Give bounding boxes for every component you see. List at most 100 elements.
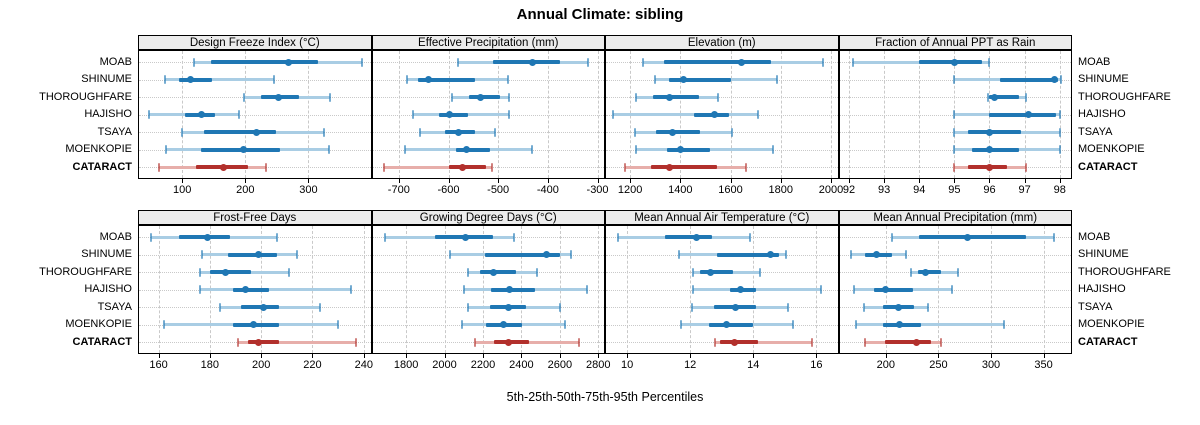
whisker-cap (275, 232, 278, 242)
axis-tick (954, 179, 956, 183)
median-dot (242, 286, 250, 293)
whisker-cap (219, 302, 222, 312)
tick-label: 160 (149, 359, 168, 371)
whisker-cap (749, 232, 752, 242)
range-25-75 (484, 252, 560, 257)
median-dot (882, 286, 890, 293)
panel-header-fraction-of-annual-ppt-as-rain: Fraction of Annual PPT as Rain (838, 35, 1072, 50)
tick-label: 220 (303, 359, 322, 371)
median-dot (274, 93, 282, 101)
range-25-75 (709, 322, 754, 327)
whisker-cap (624, 162, 627, 172)
median-dot (221, 268, 229, 276)
whisker-cap (1058, 145, 1061, 154)
site-label-cataract: CATARACT (72, 160, 132, 173)
range-25-75 (652, 95, 700, 99)
whisker-cap (198, 267, 201, 277)
axis-tick (680, 179, 682, 183)
whisker-cap (772, 145, 775, 154)
whisker-cap (641, 57, 644, 67)
whisker-cap (1060, 75, 1063, 84)
axis-tick (597, 179, 599, 183)
median-dot (529, 58, 537, 66)
whisker-cap (953, 110, 956, 119)
median-dot (239, 146, 247, 153)
median-dot (950, 58, 958, 66)
axis-tick (521, 354, 523, 358)
range-25-75 (666, 147, 711, 152)
range-25-75 (651, 165, 718, 169)
median-dot (985, 128, 993, 136)
tick-label: 250 (929, 359, 948, 371)
whisker-cap (1025, 92, 1028, 102)
median-dot (737, 286, 745, 293)
site-label-hajisho: HAJISHO (1078, 283, 1126, 295)
whisker-cap (654, 75, 657, 84)
tick-label: 2200 (470, 359, 496, 371)
whisker-cap (678, 250, 681, 259)
range-25-75 (919, 235, 1026, 239)
range-25-75 (179, 77, 213, 82)
range-25-75 (240, 305, 280, 309)
axis-tick (312, 354, 314, 358)
whisker-cap (578, 337, 581, 347)
axis-tick (1059, 179, 1061, 183)
site-label-shinume: SHINUME (1078, 73, 1129, 85)
whisker-cap (820, 285, 823, 294)
axis-tick (1043, 354, 1045, 358)
tick-label: 96 (983, 184, 996, 196)
whisker-cap (1053, 232, 1056, 242)
axis-tick (182, 179, 184, 183)
whisker-cap (361, 57, 364, 67)
whisker-cap (953, 145, 956, 154)
whisker-cap (986, 92, 989, 102)
tick-label: 98 (1053, 184, 1066, 196)
site-label-hajisho: HAJISHO (84, 283, 132, 295)
whisker-cap (904, 250, 907, 259)
whisker-cap (158, 162, 161, 172)
axis-tick (630, 179, 632, 183)
site-label-thoroughfare: THOROUGHFARE (39, 90, 132, 103)
whisker-cap (988, 57, 991, 67)
whisker-cap (851, 57, 854, 67)
range-25-75 (455, 147, 490, 152)
median-dot (896, 321, 903, 328)
gridline-horizontal (606, 97, 838, 98)
range-25-75 (248, 340, 280, 344)
tick-label: -700 (387, 184, 410, 196)
site-label-hajisho: HAJISHO (84, 108, 132, 120)
axis-tick (482, 354, 484, 358)
range-5-95 (164, 78, 275, 81)
whisker-cap (951, 285, 954, 294)
whisker-cap (355, 337, 358, 347)
whisker-cap (730, 127, 733, 137)
gridline-horizontal (839, 289, 1071, 291)
axis-tick (690, 354, 692, 358)
tick-label: 2400 (509, 359, 534, 371)
median-dot (964, 233, 972, 241)
site-label-thoroughfare: THOROUGHFARE (39, 265, 132, 278)
whisker-cap (329, 92, 332, 102)
tick-label: -400 (536, 184, 559, 196)
median-dot (284, 58, 292, 66)
axis-tick (158, 354, 160, 358)
tick-label: 200 (876, 359, 896, 371)
range-25-75 (469, 95, 500, 99)
median-dot (197, 111, 205, 118)
axis-tick (989, 179, 991, 183)
whisker-cap (953, 162, 956, 172)
site-label-shinume: SHINUME (1078, 248, 1129, 260)
whisker-cap (493, 127, 496, 137)
whisker-cap (474, 337, 477, 347)
site-label-moenkopie: MOENKOPIE (65, 318, 132, 330)
site-label-moab: MOAB (99, 55, 132, 68)
whisker-cap (198, 285, 201, 294)
median-dot (424, 76, 432, 83)
whisker-cap (382, 162, 385, 172)
whisker-cap (323, 127, 326, 137)
axis-tick (627, 354, 629, 358)
tick-label: 2000 (432, 359, 457, 371)
whisker-cap (181, 127, 184, 137)
site-label-cataract: CATARACT (1078, 160, 1138, 173)
axis-tick (885, 354, 887, 358)
